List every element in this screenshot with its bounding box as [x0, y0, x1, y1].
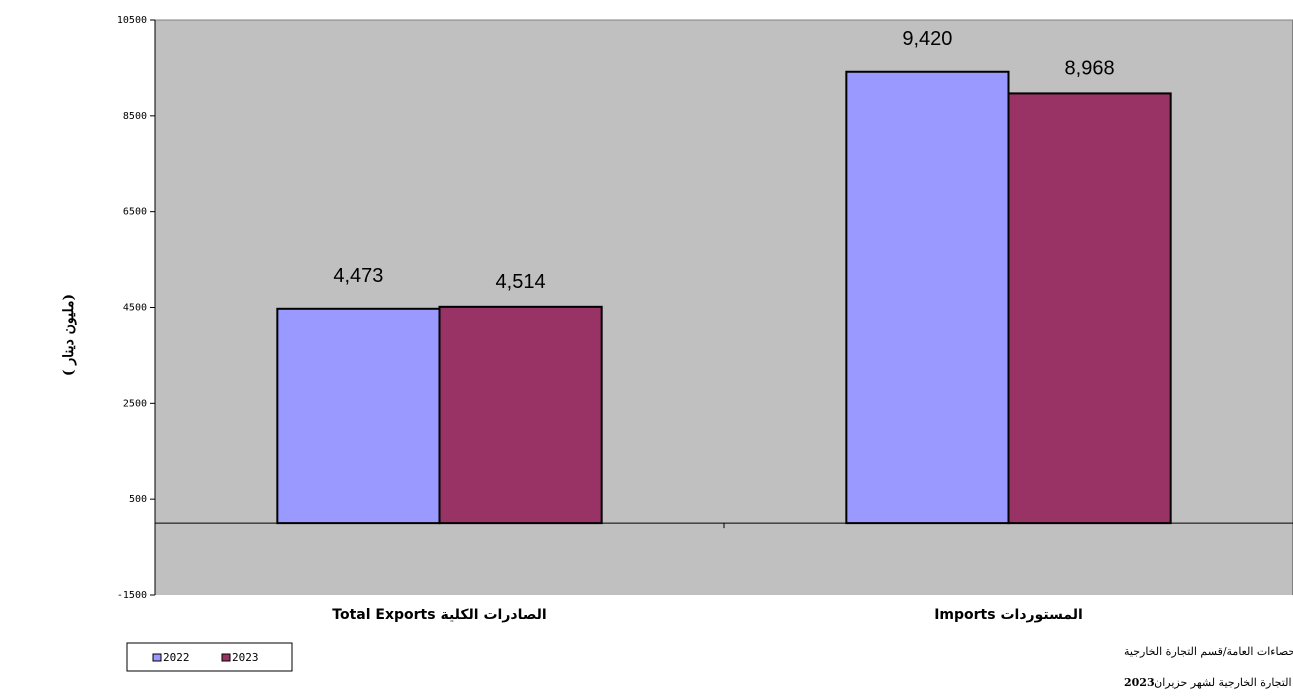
source-note: المصدر :دائرة الإحصاءات العامة/قسم التجا… — [1124, 645, 1293, 689]
data-labels-group: 4,473 4,514 9,420 8,968 — [333, 28, 1114, 293]
source-line-2-text: تقرير إحصاءات التجارة الخارجية لشهر حزير… — [1154, 676, 1293, 689]
legend-swatch-2022 — [152, 653, 162, 662]
legend-label-2022: 2022 — [163, 651, 190, 664]
bar-2022-1 — [845, 70, 1010, 525]
bars-group — [276, 70, 1172, 525]
category-labels-group: Total Exports الصادرات الكلية Imports الم… — [332, 607, 1082, 623]
legend-box — [126, 642, 293, 672]
y-axis-ticks: 10500 8500 6500 4500 2500 500 -1500 — [117, 15, 155, 601]
category-label-0: Total Exports الصادرات الكلية — [332, 607, 546, 623]
data-label-2023-1: 8,968 — [1065, 57, 1115, 79]
legend-swatch-2023 — [221, 653, 231, 662]
category-label-1: Imports المستوردات — [934, 607, 1083, 623]
y-tick-label: 8500 — [123, 111, 147, 122]
source-line-2-year: 2023 — [1124, 676, 1155, 689]
bar-2022-0 — [276, 307, 441, 525]
y-tick-label: 4500 — [123, 303, 147, 314]
y-axis-label: ( مليون دينار) — [61, 294, 77, 376]
y-tick-label: 2500 — [123, 398, 147, 409]
bar-2023-0 — [438, 305, 603, 525]
y-tick-label: 500 — [129, 494, 147, 505]
y-tick-label: 6500 — [123, 207, 147, 218]
source-line-1: المصدر :دائرة الإحصاءات العامة/قسم التجا… — [1124, 645, 1293, 658]
bar-2023-1 — [1007, 92, 1172, 525]
y-tick-label: -1500 — [117, 590, 147, 601]
data-label-2022-1: 9,420 — [902, 28, 952, 50]
data-label-2022-0: 4,473 — [333, 265, 383, 287]
legend: 2022 2023 — [126, 642, 293, 672]
y-tick-label: 10500 — [117, 15, 147, 26]
data-label-2023-0: 4,514 — [496, 271, 546, 293]
source-line-2: تقرير إحصاءات التجارة الخارجية لشهر حزير… — [1124, 676, 1293, 689]
legend-label-2023: 2023 — [232, 651, 259, 664]
